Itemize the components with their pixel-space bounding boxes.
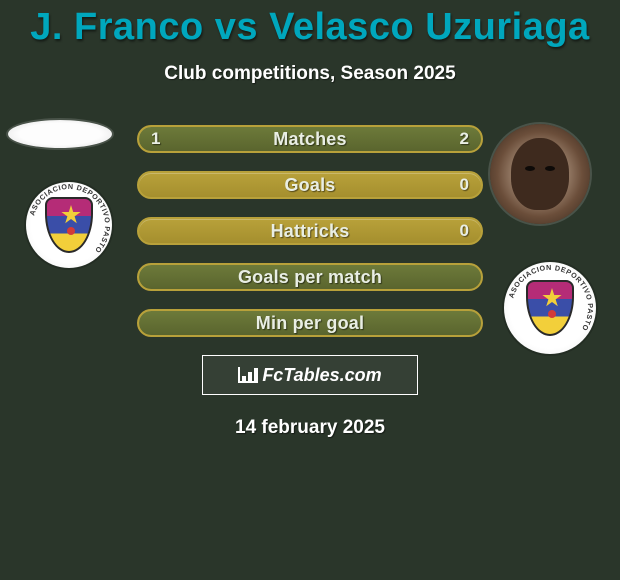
- date: 14 february 2025: [0, 417, 620, 439]
- player-right-avatar: [490, 124, 590, 224]
- stat-value-right: 2: [460, 127, 469, 151]
- stat-bar: Goals per match: [137, 263, 483, 291]
- stat-bar: Min per goal: [137, 309, 483, 337]
- stat-bar: Hattricks 0: [137, 217, 483, 245]
- stat-bar: Goals 0: [137, 171, 483, 199]
- watermark: FcTables.com: [202, 355, 418, 395]
- stat-label: Matches: [139, 127, 481, 151]
- player-right-club-badge: ASOCIACION DEPORTIVO PASTO: [504, 262, 596, 354]
- stat-bar: 1 Matches 2: [137, 125, 483, 153]
- page-title: J. Franco vs Velasco Uzuriaga: [0, 0, 620, 49]
- stat-label: Goals: [139, 173, 481, 197]
- watermark-text: FcTables.com: [262, 365, 381, 386]
- stats-bars: 1 Matches 2 Goals 0 Hattricks 0 Goals pe…: [137, 125, 483, 337]
- subtitle: Club competitions, Season 2025: [0, 63, 620, 85]
- stat-value-right: 0: [460, 173, 469, 197]
- player-left-club-badge: ASOCIACION DEPORTIVO PASTO: [26, 182, 112, 268]
- stat-label: Goals per match: [139, 265, 481, 289]
- barchart-icon: [238, 367, 258, 383]
- player-left-avatar: [8, 120, 112, 148]
- stat-label: Min per goal: [139, 311, 481, 335]
- stat-label: Hattricks: [139, 219, 481, 243]
- stat-value-right: 0: [460, 219, 469, 243]
